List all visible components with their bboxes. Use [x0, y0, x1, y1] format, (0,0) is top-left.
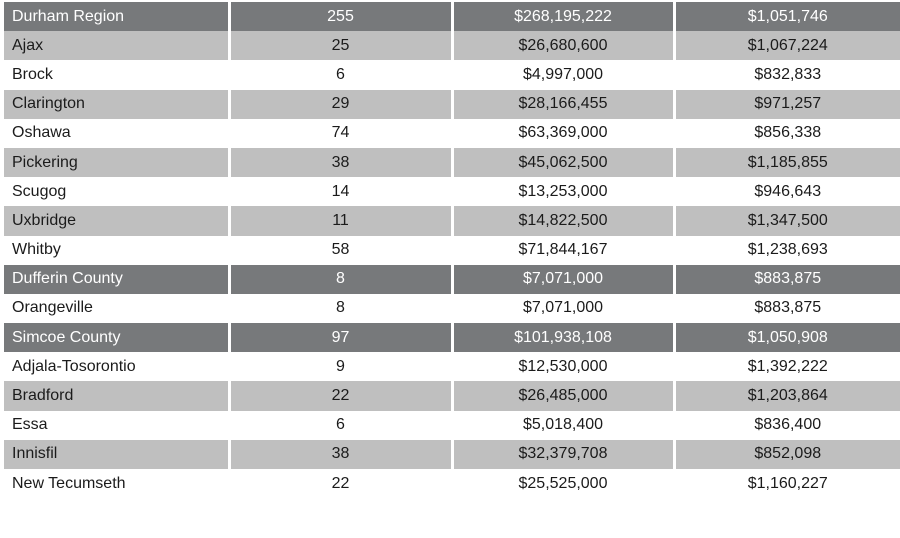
total-value-cell: $101,938,108: [450, 323, 674, 353]
count-cell: 11: [227, 206, 452, 236]
count-cell: 255: [227, 2, 452, 32]
table-row: Oshawa 74 $63,369,000 $856,338: [4, 118, 900, 148]
average-value-cell: $1,238,693: [672, 235, 900, 265]
municipality-cell: Bradford: [4, 381, 229, 411]
count-cell: 29: [227, 89, 452, 119]
count-cell: 97: [227, 323, 452, 353]
table-row: Whitby 58 $71,844,167 $1,238,693: [4, 235, 900, 265]
average-value-cell: $832,833: [672, 60, 900, 90]
average-value-cell: $856,338: [672, 118, 900, 148]
municipality-cell: Whitby: [4, 235, 229, 265]
total-value-cell: $7,071,000: [450, 264, 674, 294]
count-cell: 6: [227, 60, 452, 90]
table-row: Pickering 38 $45,062,500 $1,185,855: [4, 147, 900, 178]
average-value-cell: $1,185,855: [672, 147, 900, 178]
municipality-cell: Scugog: [4, 177, 229, 207]
count-cell: 58: [227, 235, 452, 265]
average-value-cell: $1,392,222: [672, 352, 900, 382]
total-value-cell: $63,369,000: [450, 118, 674, 148]
table-row: Uxbridge 11 $14,822,500 $1,347,500: [4, 206, 900, 236]
average-value-cell: $1,050,908: [672, 323, 900, 353]
count-cell: 6: [227, 410, 452, 440]
table-row: Bradford 22 $26,485,000 $1,203,864: [4, 381, 900, 411]
municipality-cell: Adjala-Tosorontio: [4, 352, 229, 382]
municipality-cell: Essa: [4, 410, 229, 440]
count-cell: 74: [227, 118, 452, 148]
total-value-cell: $32,379,708: [450, 439, 674, 469]
municipality-cell: Brock: [4, 60, 229, 90]
table-body: Durham Region 255 $268,195,222 $1,051,746 Aj…: [4, 2, 900, 499]
total-value-cell: $5,018,400: [450, 410, 674, 440]
average-value-cell: $1,067,224: [672, 31, 900, 61]
count-cell: 8: [227, 293, 452, 324]
average-value-cell: $883,875: [672, 264, 900, 294]
average-value-cell: $1,160,227: [672, 469, 900, 499]
average-value-cell: $1,203,864: [672, 381, 900, 411]
table-row: Adjala-Tosorontio 9 $12,530,000 $1,392,222: [4, 352, 900, 382]
count-cell: 22: [227, 469, 452, 499]
total-value-cell: $71,844,167: [450, 235, 674, 265]
average-value-cell: $946,643: [672, 177, 900, 207]
region-total-row: Dufferin County 8 $7,071,000 $883,875: [4, 264, 900, 294]
count-cell: 8: [227, 264, 452, 294]
municipality-cell: Ajax: [4, 31, 229, 61]
sales-table: Durham Region 255 $268,195,222 $1,051,746 Aj…: [4, 2, 900, 499]
total-value-cell: $4,997,000: [450, 60, 674, 90]
municipality-cell: New Tecumseth: [4, 469, 229, 499]
total-value-cell: $14,822,500: [450, 206, 674, 236]
total-value-cell: $268,195,222: [450, 2, 674, 32]
average-value-cell: $852,098: [672, 439, 900, 469]
municipality-cell: Oshawa: [4, 118, 229, 148]
average-value-cell: $883,875: [672, 293, 900, 324]
table-row: Brock 6 $4,997,000 $832,833: [4, 60, 900, 90]
count-cell: 38: [227, 147, 452, 178]
table-row: Ajax 25 $26,680,600 $1,067,224: [4, 31, 900, 61]
count-cell: 9: [227, 352, 452, 382]
table-row: Clarington 29 $28,166,455 $971,257: [4, 89, 900, 119]
total-value-cell: $28,166,455: [450, 89, 674, 119]
municipality-cell: Clarington: [4, 89, 229, 119]
table-row: New Tecumseth 22 $25,525,000 $1,160,227: [4, 469, 900, 499]
table-row: Orangeville 8 $7,071,000 $883,875: [4, 293, 900, 324]
count-cell: 38: [227, 439, 452, 469]
region-total-row: Simcoe County 97 $101,938,108 $1,050,908: [4, 323, 900, 353]
municipality-cell: Orangeville: [4, 293, 229, 324]
municipality-cell: Uxbridge: [4, 206, 229, 236]
total-value-cell: $45,062,500: [450, 147, 674, 178]
municipality-cell: Dufferin County: [4, 264, 229, 294]
total-value-cell: $26,485,000: [450, 381, 674, 411]
total-value-cell: $12,530,000: [450, 352, 674, 382]
total-value-cell: $25,525,000: [450, 469, 674, 499]
municipality-cell: Simcoe County: [4, 323, 229, 353]
municipality-cell: Pickering: [4, 147, 229, 178]
table-row: Innisfil 38 $32,379,708 $852,098: [4, 439, 900, 469]
total-value-cell: $26,680,600: [450, 31, 674, 61]
count-cell: 14: [227, 177, 452, 207]
average-value-cell: $971,257: [672, 89, 900, 119]
average-value-cell: $836,400: [672, 410, 900, 440]
municipality-cell: Durham Region: [4, 2, 229, 32]
region-total-row: Durham Region 255 $268,195,222 $1,051,746: [4, 2, 900, 32]
total-value-cell: $13,253,000: [450, 177, 674, 207]
table-row: Scugog 14 $13,253,000 $946,643: [4, 177, 900, 207]
count-cell: 25: [227, 31, 452, 61]
count-cell: 22: [227, 381, 452, 411]
total-value-cell: $7,071,000: [450, 293, 674, 324]
average-value-cell: $1,347,500: [672, 206, 900, 236]
average-value-cell: $1,051,746: [672, 2, 900, 32]
municipality-cell: Innisfil: [4, 439, 229, 469]
table-row: Essa 6 $5,018,400 $836,400: [4, 410, 900, 440]
